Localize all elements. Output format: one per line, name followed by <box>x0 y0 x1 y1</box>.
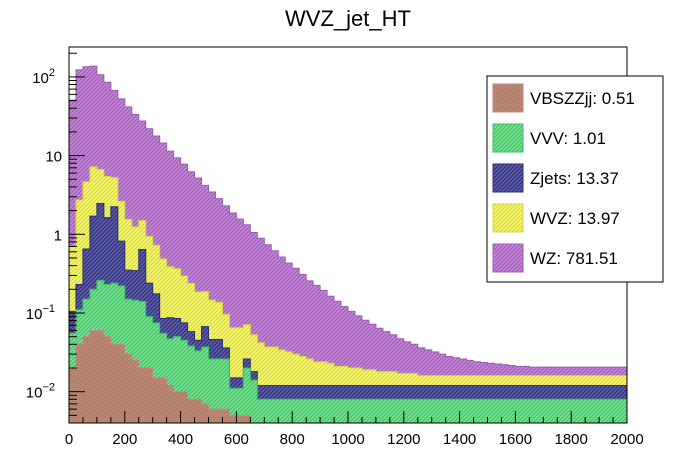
legend-label-zjets: Zjets: 13.37 <box>530 169 619 188</box>
legend-swatch-zjets <box>492 163 524 193</box>
y-tick-label: 10 <box>45 149 62 166</box>
legend: VBSZZjj: 0.51 VVV: 1.01 Zjets: 13.37 WVZ: 1… <box>486 75 664 283</box>
x-tick-label: 0 <box>65 431 73 448</box>
x-tick-label: 600 <box>224 431 249 448</box>
x-axis: 0 200 400 600 800 1000 1200 1400 1600 1800 2000 <box>65 411 644 448</box>
series-vvv <box>68 279 628 424</box>
legend-label-vvv: VVV: 1.01 <box>530 129 606 148</box>
x-tick-label: 1400 <box>443 431 476 448</box>
y-tick-label: 10−2 <box>26 382 55 402</box>
bars-vvv <box>68 279 628 424</box>
legend-swatch-vvv <box>492 123 524 153</box>
x-tick-label: 2000 <box>610 431 643 448</box>
legend-label-wz: WZ: 781.51 <box>530 249 618 268</box>
x-tick-label: 1000 <box>331 431 364 448</box>
legend-swatch-wz <box>492 243 524 273</box>
x-tick-label: 1200 <box>387 431 420 448</box>
x-tick-label: 200 <box>112 431 137 448</box>
y-tick-label: 10−1 <box>26 303 55 323</box>
x-tick-label: 400 <box>168 431 193 448</box>
chart-title: WVZ_jet_HT <box>285 6 411 31</box>
y-tick-label: 102 <box>32 67 55 87</box>
x-tick-label: 800 <box>280 431 305 448</box>
x-tick-label: 1800 <box>555 431 588 448</box>
legend-swatch-wvz <box>492 203 524 233</box>
legend-label-wvz: WVZ: 13.97 <box>530 209 620 228</box>
y-axis: 10−2 10−1 1 10 102 <box>26 52 85 424</box>
legend-label-vbszzjj: VBSZZjj: 0.51 <box>530 89 635 108</box>
y-tick-label: 1 <box>54 227 62 244</box>
x-tick-label: 1600 <box>499 431 532 448</box>
legend-swatch-vbszzjj <box>492 83 524 113</box>
